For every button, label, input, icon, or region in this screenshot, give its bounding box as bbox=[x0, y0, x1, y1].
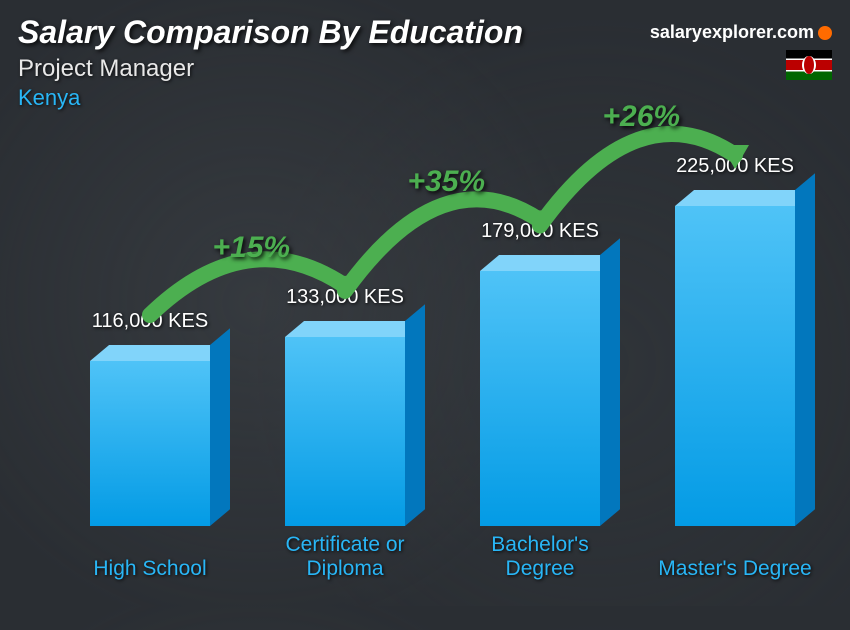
bar-chart: 116,000 KESHigh School133,000 KESCertifi… bbox=[40, 130, 790, 586]
brand-dot-icon bbox=[818, 26, 832, 40]
flag-icon bbox=[786, 50, 832, 80]
brand-logo: salaryexplorer.com bbox=[650, 22, 832, 43]
subtitle: Project Manager bbox=[18, 55, 832, 83]
increase-arc-icon bbox=[40, 130, 840, 630]
country-label: Kenya bbox=[18, 85, 832, 111]
brand-text: salaryexplorer.com bbox=[650, 22, 814, 43]
percent-increase: +26% bbox=[603, 100, 681, 134]
